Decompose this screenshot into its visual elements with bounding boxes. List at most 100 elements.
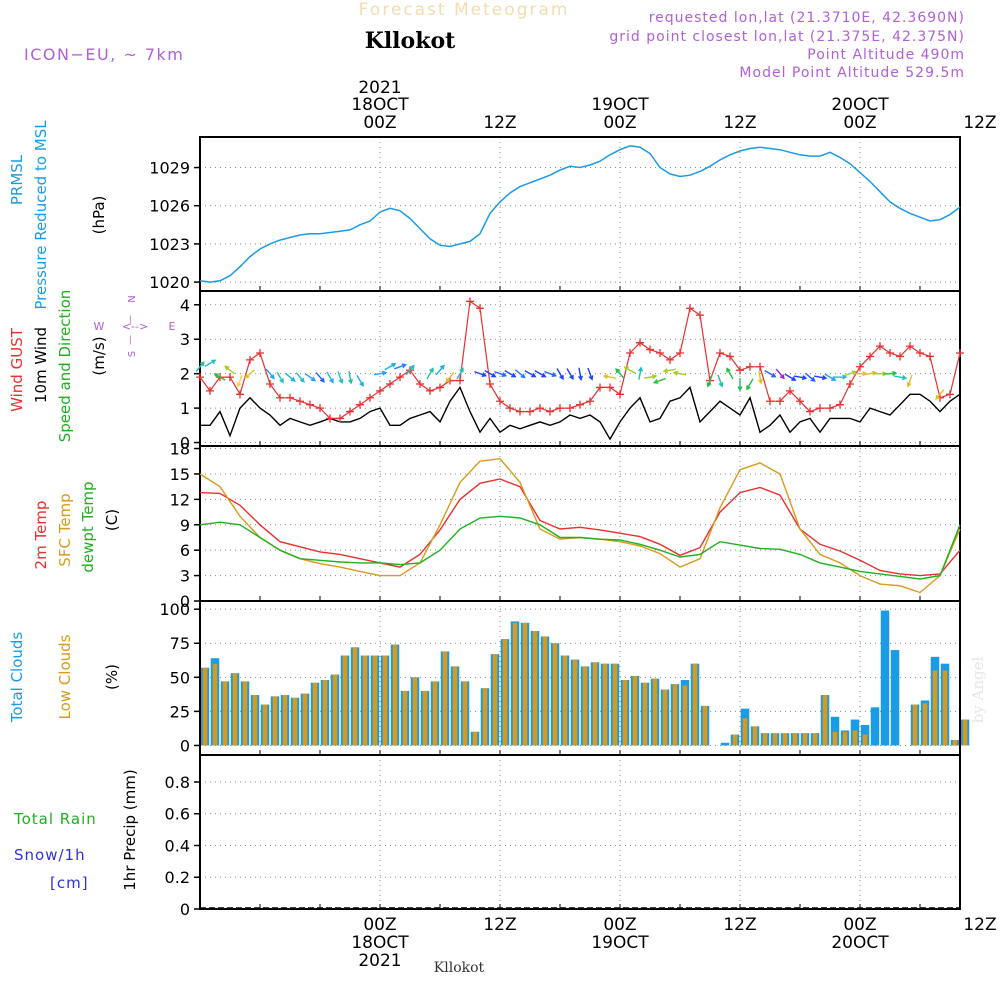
y-tick-label: 12 xyxy=(170,490,190,509)
low-cloud-bar xyxy=(382,655,388,746)
wind-direction-arrow xyxy=(662,368,677,374)
top-axis-time: 00Z xyxy=(843,113,876,133)
pressure-label-msl: Pressure Reduced to MSL xyxy=(32,120,50,310)
wind-direction-arrow xyxy=(844,370,858,377)
wind-gust-marker xyxy=(226,373,234,382)
wind-gust-marker xyxy=(646,345,654,354)
low-cloud-bar xyxy=(822,695,828,746)
temperature-panel: 0 3 6 9 12 15 18 xyxy=(170,440,961,611)
wind-gust-marker xyxy=(326,414,334,423)
wind-gust-marker xyxy=(686,304,694,313)
precip-unit-label: 1hr Precip (mm) xyxy=(121,769,139,890)
y-tick-label: 1020 xyxy=(149,273,190,292)
y-tick-label: 1 xyxy=(180,399,190,418)
temp-unit-label: (C) xyxy=(103,509,121,531)
wind-gust-marker xyxy=(656,349,664,357)
low-cloud-bar xyxy=(802,733,808,746)
low-cloud-bar xyxy=(332,674,338,746)
wind-direction-arrow xyxy=(834,374,848,380)
compass-arrows: <--> xyxy=(122,320,148,333)
compass-e: E xyxy=(169,320,176,333)
wind-direction-arrow xyxy=(304,373,317,382)
wind-gust-marker xyxy=(436,383,444,392)
bottom-axis-time: 00Z xyxy=(603,915,636,935)
low-cloud-bar xyxy=(312,682,318,746)
low-cloud-bar xyxy=(432,681,438,746)
wind-direction-arrow xyxy=(213,373,226,381)
wind-gust-marker xyxy=(776,397,784,406)
wind-gust-marker xyxy=(926,352,934,361)
wind-direction-arrow xyxy=(315,372,325,383)
total-cloud-bar xyxy=(870,707,880,746)
wind-direction-arrow xyxy=(587,367,594,381)
wind-direction-arrow xyxy=(784,373,797,381)
wind-gust-marker xyxy=(666,355,674,364)
wind-direction-arrow xyxy=(224,365,236,375)
low-cloud-bar xyxy=(362,655,368,746)
wind-gust-marker xyxy=(376,386,384,395)
wind-gust-marker xyxy=(866,352,874,361)
compass-n: N xyxy=(127,295,138,302)
wind-gust-marker xyxy=(906,342,914,351)
y-tick-label: 2 xyxy=(180,365,190,384)
low-cloud-bar xyxy=(462,681,468,746)
low-cloud-bar xyxy=(792,733,798,746)
wind-gust-marker xyxy=(826,404,834,413)
low-cloud-bar xyxy=(532,630,538,746)
y-tick-label: 3 xyxy=(180,330,190,349)
temp-2m-label: 2m Temp xyxy=(32,501,50,570)
low-cloud-bar xyxy=(592,662,598,746)
wind-gust-marker xyxy=(476,304,484,313)
y-tick-label: 15 xyxy=(170,465,190,484)
wind-direction-arrow xyxy=(637,366,643,380)
location-title: Kllokot xyxy=(365,28,456,54)
low-cloud-bar xyxy=(812,733,818,746)
wind-direction-arrow xyxy=(284,372,296,382)
wind-direction-arrow xyxy=(347,371,353,385)
wind-direction-arrow xyxy=(556,368,564,381)
low-cloud-bar xyxy=(622,680,628,746)
wind-direction-arrow xyxy=(204,359,217,367)
wind-direction-arrow xyxy=(793,375,808,381)
wind-gust-marker xyxy=(836,400,844,409)
wind-direction-arrow xyxy=(445,372,455,383)
low-cloud-bar xyxy=(522,622,528,746)
wind-gust-marker xyxy=(536,404,544,413)
low-clouds-label: Low Clouds xyxy=(56,634,74,719)
wind-direction-arrow xyxy=(726,367,734,380)
low-cloud-bar xyxy=(472,731,478,746)
wind-gust-marker xyxy=(256,349,264,357)
low-cloud-bar xyxy=(352,647,358,746)
wind-direction-arrow xyxy=(883,370,898,376)
wind-gust-marker xyxy=(306,400,314,409)
wind-gust-marker xyxy=(506,404,514,413)
wind-direction-arrow xyxy=(456,367,464,380)
wind-direction-arrow xyxy=(337,371,344,385)
bottom-axis-time: 12Z xyxy=(963,915,996,935)
wind-gust-marker xyxy=(516,407,524,416)
y-tick-label: 1026 xyxy=(149,197,190,216)
side-labels: PRMSL Pressure Reduced to MSL (hPa) Wind GU… xyxy=(8,120,139,892)
panel-frame xyxy=(199,136,961,292)
top-axis-time: 12Z xyxy=(723,113,756,133)
low-cloud-bar xyxy=(562,655,568,746)
total-cloud-bar xyxy=(830,716,840,746)
low-cloud-bar xyxy=(302,693,308,746)
low-cloud-bar xyxy=(502,639,508,746)
dewpoint-line xyxy=(199,515,961,580)
low-cloud-bar xyxy=(652,678,658,746)
wind-gust-marker xyxy=(916,349,924,357)
wind-gust-marker xyxy=(426,386,434,395)
bottom-axis-time: 12Z xyxy=(483,915,516,935)
pressure-panel: 1020 1023 1026 1029 xyxy=(149,136,961,292)
wind-direction-arrow xyxy=(602,374,617,380)
pressure-label-prmsl: PRMSL xyxy=(8,154,26,205)
low-cloud-bar xyxy=(922,703,928,746)
wind-direction-arrow xyxy=(615,367,625,379)
y-tick-label: 9 xyxy=(180,516,190,535)
wind-direction-arrow xyxy=(394,363,408,370)
wind-gust-marker xyxy=(816,404,824,413)
low-cloud-bar xyxy=(322,680,328,746)
wind-direction-arrow xyxy=(757,371,763,385)
